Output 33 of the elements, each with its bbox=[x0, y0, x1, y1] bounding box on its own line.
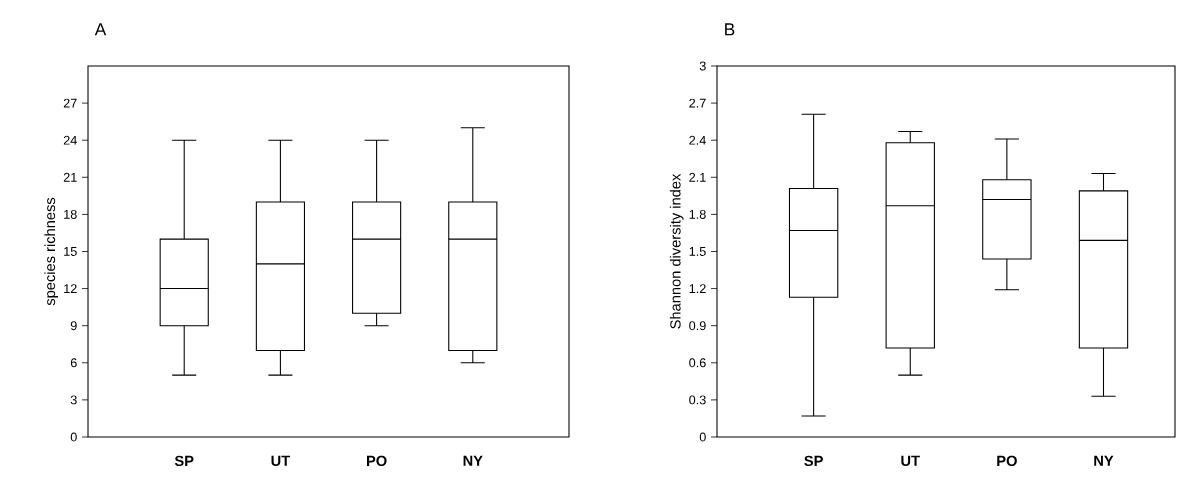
y-tick-label: 0.3 bbox=[689, 395, 706, 405]
y-tick-label: 0 bbox=[70, 432, 77, 442]
x-tick-label: SP bbox=[804, 455, 823, 467]
y-axis-title: Shannon diversity index bbox=[669, 173, 684, 329]
y-tick-label: 0.6 bbox=[689, 358, 706, 368]
y-tick-label: 15 bbox=[64, 247, 77, 256]
x-tick-label: NY bbox=[1094, 455, 1114, 466]
y-axis-title: species richness bbox=[44, 197, 59, 306]
x-tick-label: NY bbox=[463, 455, 483, 466]
y-tick-label: 18 bbox=[64, 209, 77, 219]
y-tick-label: 3 bbox=[70, 395, 77, 405]
chart-title: A bbox=[94, 23, 107, 36]
y-tick-label: 12 bbox=[64, 284, 77, 294]
y-tick-label: 27 bbox=[63, 98, 77, 108]
y-tick-label: 6 bbox=[70, 358, 77, 368]
y-tick-label: 1.5 bbox=[689, 247, 706, 256]
x-tick-label: UT bbox=[271, 455, 291, 466]
x-tick-label: PO bbox=[366, 455, 387, 467]
y-tick-label: 2.1 bbox=[689, 172, 706, 182]
y-tick-label: 1.2 bbox=[689, 284, 706, 294]
y-tick-label: 21 bbox=[63, 172, 77, 182]
x-tick-label: SP bbox=[174, 455, 194, 467]
y-tick-label: 24 bbox=[63, 135, 77, 145]
x-tick-label: UT bbox=[901, 455, 920, 466]
chart-title: B bbox=[725, 23, 735, 36]
y-tick-label: 2.4 bbox=[689, 135, 706, 145]
y-tick-label: 9 bbox=[70, 321, 77, 331]
y-tick-label: 3 bbox=[699, 61, 706, 71]
y-tick-label: 2.7 bbox=[689, 98, 706, 108]
x-tick-label: PO bbox=[997, 455, 1017, 467]
y-tick-label: 0.9 bbox=[689, 321, 706, 331]
y-tick-label: 1.8 bbox=[689, 209, 706, 219]
y-tick-label: 0 bbox=[699, 432, 706, 442]
